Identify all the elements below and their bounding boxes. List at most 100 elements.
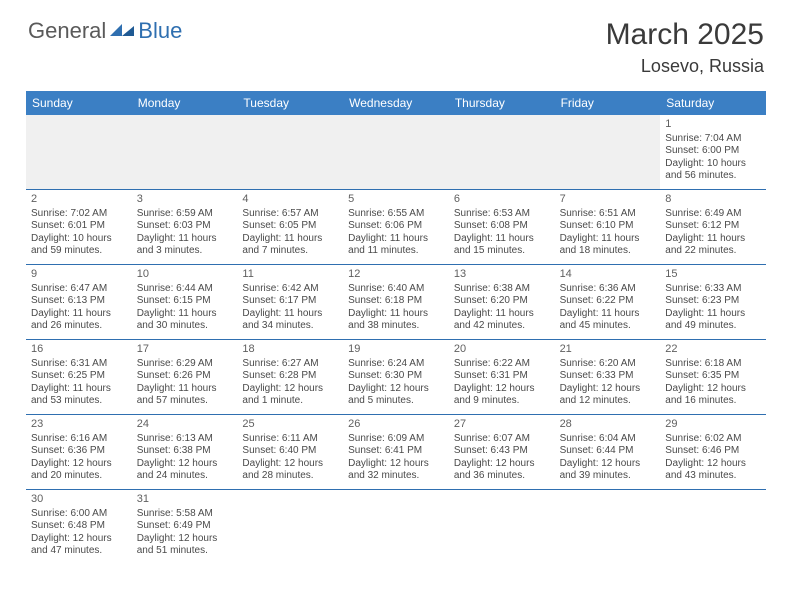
day-number: 12 [348,268,444,282]
day-number: 28 [560,418,656,432]
day-cell: 12Sunrise: 6:40 AMSunset: 6:18 PMDayligh… [343,265,449,339]
sunrise-text: Sunrise: 6:33 AM [665,283,761,296]
sunset-text: Sunset: 6:40 PM [242,445,338,458]
daylight-text: Daylight: 11 hours and 42 minutes. [454,308,550,333]
sunrise-text: Sunrise: 6:38 AM [454,283,550,296]
sunrise-text: Sunrise: 6:36 AM [560,283,656,296]
day-cell: 24Sunrise: 6:13 AMSunset: 6:38 PMDayligh… [132,415,238,489]
daylight-text: Daylight: 11 hours and 38 minutes. [348,308,444,333]
day-number: 18 [242,343,338,357]
day-cell: 30Sunrise: 6:00 AMSunset: 6:48 PMDayligh… [26,490,132,564]
sunrise-text: Sunrise: 6:44 AM [137,283,233,296]
sunrise-text: Sunrise: 6:59 AM [137,208,233,221]
sunrise-text: Sunrise: 6:53 AM [454,208,550,221]
daylight-text: Daylight: 12 hours and 20 minutes. [31,458,127,483]
week-row: 2Sunrise: 7:02 AMSunset: 6:01 PMDaylight… [26,190,766,265]
sunset-text: Sunset: 6:35 PM [665,370,761,383]
sunrise-text: Sunrise: 6:22 AM [454,358,550,371]
dayname: Tuesday [237,91,343,115]
sunrise-text: Sunrise: 6:20 AM [560,358,656,371]
day-cell: 29Sunrise: 6:02 AMSunset: 6:46 PMDayligh… [660,415,766,489]
day-number: 10 [137,268,233,282]
sunrise-text: Sunrise: 6:13 AM [137,433,233,446]
sunset-text: Sunset: 6:26 PM [137,370,233,383]
day-cell: 31Sunrise: 5:58 AMSunset: 6:49 PMDayligh… [132,490,238,564]
day-cell: 8Sunrise: 6:49 AMSunset: 6:12 PMDaylight… [660,190,766,264]
daylight-text: Daylight: 11 hours and 30 minutes. [137,308,233,333]
sunset-text: Sunset: 6:00 PM [665,145,761,158]
sunrise-text: Sunrise: 6:55 AM [348,208,444,221]
day-number: 19 [348,343,444,357]
week-row: 1Sunrise: 7:04 AMSunset: 6:00 PMDaylight… [26,115,766,190]
sunrise-text: Sunrise: 6:40 AM [348,283,444,296]
sunset-text: Sunset: 6:10 PM [560,220,656,233]
day-number: 4 [242,193,338,207]
daylight-text: Daylight: 12 hours and 36 minutes. [454,458,550,483]
day-number: 20 [454,343,550,357]
daylight-text: Daylight: 12 hours and 51 minutes. [137,533,233,558]
sunrise-text: Sunrise: 7:02 AM [31,208,127,221]
day-number: 9 [31,268,127,282]
day-cell: 20Sunrise: 6:22 AMSunset: 6:31 PMDayligh… [449,340,555,414]
sunset-text: Sunset: 6:06 PM [348,220,444,233]
sunrise-text: Sunrise: 6:04 AM [560,433,656,446]
day-cell: 27Sunrise: 6:07 AMSunset: 6:43 PMDayligh… [449,415,555,489]
sunrise-text: Sunrise: 5:58 AM [137,508,233,521]
daylight-text: Daylight: 12 hours and 47 minutes. [31,533,127,558]
sunrise-text: Sunrise: 6:18 AM [665,358,761,371]
sunrise-text: Sunrise: 6:07 AM [454,433,550,446]
daylight-text: Daylight: 10 hours and 56 minutes. [665,158,761,183]
day-number: 7 [560,193,656,207]
dayname: Sunday [26,91,132,115]
sunrise-text: Sunrise: 6:31 AM [31,358,127,371]
sunrise-text: Sunrise: 6:49 AM [665,208,761,221]
day-cell: 26Sunrise: 6:09 AMSunset: 6:41 PMDayligh… [343,415,449,489]
sunset-text: Sunset: 6:44 PM [560,445,656,458]
daylight-text: Daylight: 11 hours and 3 minutes. [137,233,233,258]
sunset-text: Sunset: 6:08 PM [454,220,550,233]
daylight-text: Daylight: 12 hours and 28 minutes. [242,458,338,483]
sunset-text: Sunset: 6:03 PM [137,220,233,233]
empty-cell [343,490,449,564]
day-cell: 21Sunrise: 6:20 AMSunset: 6:33 PMDayligh… [555,340,661,414]
sunset-text: Sunset: 6:28 PM [242,370,338,383]
day-cell: 15Sunrise: 6:33 AMSunset: 6:23 PMDayligh… [660,265,766,339]
day-cell: 11Sunrise: 6:42 AMSunset: 6:17 PMDayligh… [237,265,343,339]
daylight-text: Daylight: 11 hours and 53 minutes. [31,383,127,408]
empty-cell [449,490,555,564]
week-row: 23Sunrise: 6:16 AMSunset: 6:36 PMDayligh… [26,415,766,490]
daylight-text: Daylight: 11 hours and 34 minutes. [242,308,338,333]
day-cell: 19Sunrise: 6:24 AMSunset: 6:30 PMDayligh… [343,340,449,414]
dayname: Thursday [449,91,555,115]
day-cell: 4Sunrise: 6:57 AMSunset: 6:05 PMDaylight… [237,190,343,264]
daylight-text: Daylight: 11 hours and 18 minutes. [560,233,656,258]
dayname-row: SundayMondayTuesdayWednesdayThursdayFrid… [26,91,766,115]
sunrise-text: Sunrise: 6:42 AM [242,283,338,296]
day-number: 17 [137,343,233,357]
sunrise-text: Sunrise: 6:09 AM [348,433,444,446]
sunset-text: Sunset: 6:23 PM [665,295,761,308]
sunrise-text: Sunrise: 7:04 AM [665,133,761,146]
day-cell: 25Sunrise: 6:11 AMSunset: 6:40 PMDayligh… [237,415,343,489]
day-cell: 6Sunrise: 6:53 AMSunset: 6:08 PMDaylight… [449,190,555,264]
logo-text-right: Blue [138,18,182,44]
sunrise-text: Sunrise: 6:47 AM [31,283,127,296]
daylight-text: Daylight: 10 hours and 59 minutes. [31,233,127,258]
day-cell: 23Sunrise: 6:16 AMSunset: 6:36 PMDayligh… [26,415,132,489]
day-cell: 1Sunrise: 7:04 AMSunset: 6:00 PMDaylight… [660,115,766,189]
daylight-text: Daylight: 12 hours and 32 minutes. [348,458,444,483]
day-cell: 17Sunrise: 6:29 AMSunset: 6:26 PMDayligh… [132,340,238,414]
dayname: Wednesday [343,91,449,115]
logo-text-left: General [28,18,106,44]
day-cell: 13Sunrise: 6:38 AMSunset: 6:20 PMDayligh… [449,265,555,339]
sunset-text: Sunset: 6:01 PM [31,220,127,233]
daylight-text: Daylight: 12 hours and 9 minutes. [454,383,550,408]
sunset-text: Sunset: 6:05 PM [242,220,338,233]
sunrise-text: Sunrise: 6:00 AM [31,508,127,521]
day-number: 15 [665,268,761,282]
daylight-text: Daylight: 12 hours and 39 minutes. [560,458,656,483]
sunrise-text: Sunrise: 6:11 AM [242,433,338,446]
day-number: 22 [665,343,761,357]
sunset-text: Sunset: 6:12 PM [665,220,761,233]
empty-cell [660,490,766,564]
